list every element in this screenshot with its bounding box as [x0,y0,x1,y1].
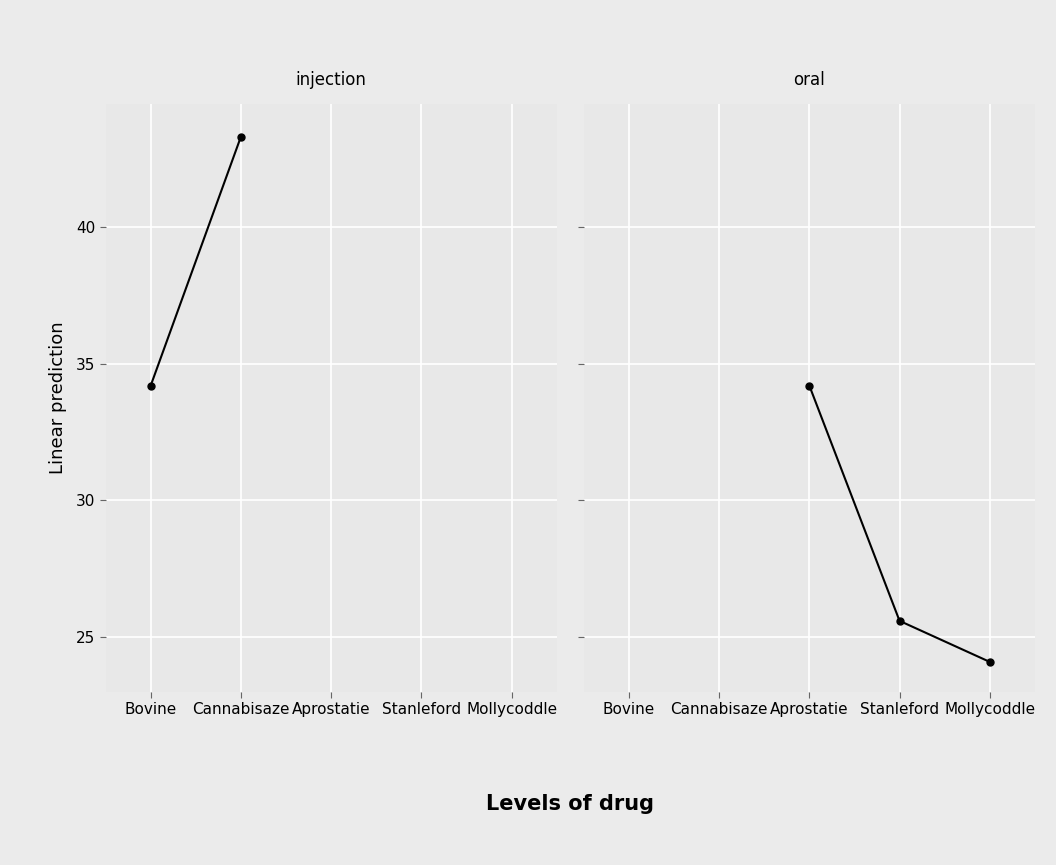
Text: Levels of drug: Levels of drug [486,794,655,815]
Y-axis label: Linear prediction: Linear prediction [50,322,68,474]
Text: oral: oral [793,71,825,89]
Text: injection: injection [296,71,366,89]
